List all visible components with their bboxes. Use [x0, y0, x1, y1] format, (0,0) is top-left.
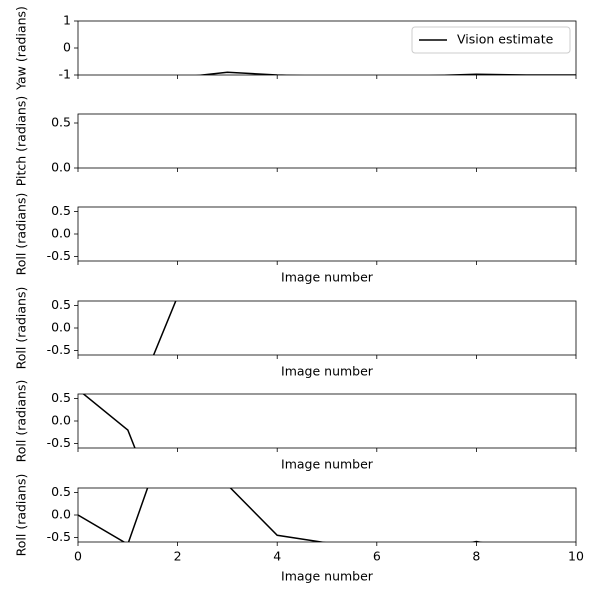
x-axis-label: Image number [281, 364, 374, 379]
y-tick-label: -1 [59, 67, 71, 82]
y-axis-label: Roll (radians) [14, 287, 29, 370]
x-tick-label: 6 [373, 549, 381, 564]
y-axis-label: Yaw (radians) [14, 6, 29, 91]
y-tick-label: -0.5 [47, 248, 71, 263]
series-line [78, 488, 483, 542]
series-line [195, 71, 576, 75]
y-tick-label: 0 [63, 40, 71, 55]
series-line [82, 394, 136, 448]
x-tick-label: 2 [174, 549, 182, 564]
y-tick-label: -0.5 [47, 529, 71, 544]
y-tick-label: 0.5 [51, 390, 71, 405]
y-tick-label: 0.5 [51, 203, 71, 218]
x-axis-label: Image number [281, 270, 374, 285]
y-tick-label: -0.5 [47, 342, 71, 357]
x-axis-label: Image number [281, 569, 374, 584]
y-tick-label: 0.0 [51, 413, 71, 428]
axes-frame [77, 206, 577, 262]
y-tick-label: 0.0 [51, 226, 71, 241]
axes-frame [77, 393, 577, 449]
x-tick-label: 4 [273, 549, 281, 564]
y-tick-label: 0.0 [51, 160, 71, 175]
x-tick-label: 0 [74, 549, 82, 564]
series-line [152, 301, 177, 355]
y-axis-label: Roll (radians) [14, 193, 29, 276]
y-axis-label: Roll (radians) [14, 474, 29, 557]
axes-frame [77, 487, 577, 543]
legend-label: Vision estimate [457, 32, 554, 47]
y-tick-label: 0.5 [51, 297, 71, 312]
y-tick-label: 0.5 [51, 484, 71, 499]
x-tick-label: 8 [472, 549, 480, 564]
axes-frame [77, 300, 577, 356]
y-tick-label: 1 [63, 13, 71, 28]
legend-box [411, 26, 571, 54]
y-tick-label: 0.5 [51, 115, 71, 130]
y-tick-label: -0.5 [47, 435, 71, 450]
y-axis-label: Roll (radians) [14, 380, 29, 463]
x-tick-label: 10 [568, 549, 584, 564]
x-axis-label: Image number [281, 457, 374, 472]
axes-frame [77, 20, 577, 76]
axes-frame [77, 113, 577, 169]
y-tick-label: 0.0 [51, 507, 71, 522]
y-tick-label: 0.0 [51, 320, 71, 335]
y-axis-label: Pitch (radians) [14, 96, 29, 186]
